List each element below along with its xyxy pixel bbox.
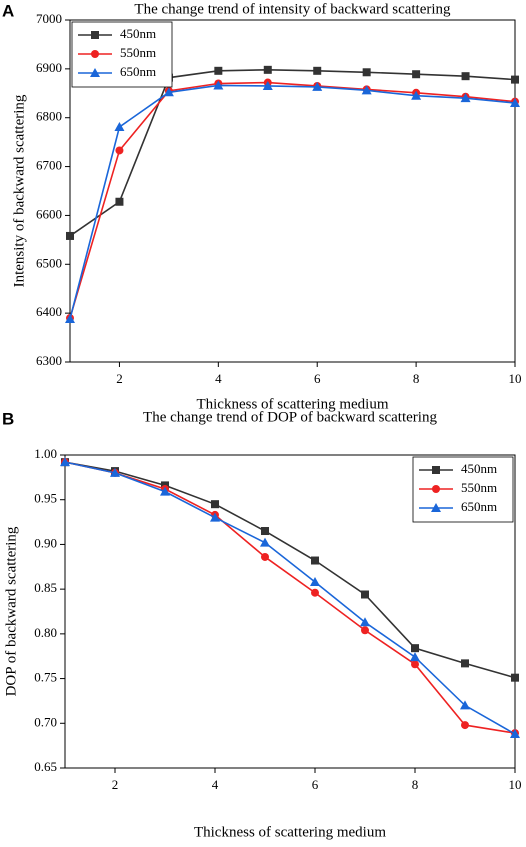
- marker: [460, 93, 471, 103]
- marker: [511, 75, 519, 84]
- marker: [461, 72, 470, 81]
- marker: [90, 68, 100, 77]
- marker: [461, 659, 469, 668]
- marker: [410, 652, 420, 662]
- y-tick-label: 6900: [36, 60, 62, 75]
- legend-label: 450nm: [120, 26, 156, 41]
- plot-frame: [64, 454, 516, 769]
- marker: [432, 466, 440, 474]
- plot-frame: [69, 19, 516, 363]
- marker: [210, 512, 220, 522]
- x-tick-label: 4: [215, 371, 222, 386]
- marker: [361, 85, 372, 95]
- marker: [431, 503, 441, 512]
- marker: [311, 588, 319, 597]
- marker: [91, 31, 99, 39]
- marker: [261, 527, 269, 536]
- series-line: [69, 84, 516, 320]
- marker: [362, 68, 371, 77]
- marker: [66, 231, 74, 240]
- y-tick-label: 0.80: [34, 625, 57, 640]
- marker: [361, 626, 369, 635]
- x-axis-label: Thickness of scattering medium: [196, 396, 388, 412]
- marker: [211, 500, 219, 509]
- y-tick-label: 1.00: [34, 446, 57, 461]
- marker: [160, 486, 170, 496]
- y-tick-label: 6600: [36, 206, 62, 221]
- marker: [163, 87, 174, 97]
- marker: [114, 121, 125, 131]
- series-line: [64, 461, 516, 735]
- marker: [461, 721, 469, 730]
- series-line: [69, 81, 516, 319]
- x-axis-label: Thickness of scattering medium: [194, 824, 386, 840]
- marker: [411, 660, 419, 669]
- legend-label: 650nm: [120, 64, 156, 79]
- y-tick-label: 0.65: [34, 759, 57, 774]
- y-tick-label: 0.90: [34, 535, 57, 550]
- x-tick-label: 6: [314, 371, 321, 386]
- panel-label: B: [2, 409, 14, 428]
- marker: [262, 80, 273, 90]
- y-tick-label: 0.95: [34, 491, 57, 506]
- marker: [65, 314, 75, 324]
- marker: [261, 552, 269, 561]
- x-tick-label: 8: [412, 777, 419, 792]
- marker: [412, 70, 421, 79]
- marker: [310, 576, 320, 586]
- marker: [313, 66, 322, 75]
- marker: [115, 146, 124, 155]
- x-tick-label: 6: [312, 777, 319, 792]
- marker: [460, 700, 470, 710]
- x-tick-label: 8: [413, 371, 420, 386]
- panel-label: A: [2, 1, 14, 20]
- marker: [263, 65, 272, 74]
- marker: [91, 50, 99, 58]
- y-axis-label: DOP of backward scattering: [3, 526, 19, 696]
- y-tick-label: 0.85: [34, 580, 57, 595]
- legend-label: 650nm: [461, 499, 497, 514]
- chart-title: The change trend of intensity of backwar…: [134, 1, 451, 17]
- marker: [511, 673, 519, 682]
- y-tick-label: 6500: [36, 255, 62, 270]
- x-tick-label: 10: [509, 777, 522, 792]
- marker: [361, 590, 369, 599]
- y-tick-label: 0.75: [34, 670, 57, 685]
- legend-label: 450nm: [461, 461, 497, 476]
- y-tick-label: 6700: [36, 158, 62, 173]
- legend-label: 550nm: [461, 480, 497, 495]
- y-tick-label: 7000: [36, 11, 62, 26]
- marker: [360, 617, 370, 627]
- series-line: [64, 461, 516, 734]
- y-tick-label: 6800: [36, 109, 62, 124]
- y-tick-label: 0.70: [34, 714, 57, 729]
- marker: [432, 485, 440, 493]
- x-tick-label: 10: [509, 371, 522, 386]
- marker: [411, 90, 422, 100]
- marker: [60, 457, 70, 467]
- marker: [312, 81, 323, 91]
- marker: [214, 66, 223, 75]
- x-tick-label: 2: [116, 371, 123, 386]
- series-line: [69, 69, 516, 237]
- marker: [411, 644, 419, 653]
- legend-label: 550nm: [120, 45, 156, 60]
- x-tick-label: 4: [212, 777, 219, 792]
- series-line: [64, 461, 516, 679]
- x-tick-label: 2: [112, 777, 119, 792]
- marker: [115, 197, 124, 206]
- marker: [260, 537, 270, 547]
- chart-title: The change trend of DOP of backward scat…: [143, 409, 437, 425]
- marker: [110, 467, 120, 477]
- y-tick-label: 6400: [36, 304, 62, 319]
- marker: [510, 729, 520, 739]
- marker: [213, 80, 224, 90]
- y-tick-label: 6300: [36, 353, 62, 368]
- marker: [311, 556, 319, 565]
- y-axis-label: Intensity of backward scattering: [11, 94, 27, 287]
- marker: [510, 98, 520, 108]
